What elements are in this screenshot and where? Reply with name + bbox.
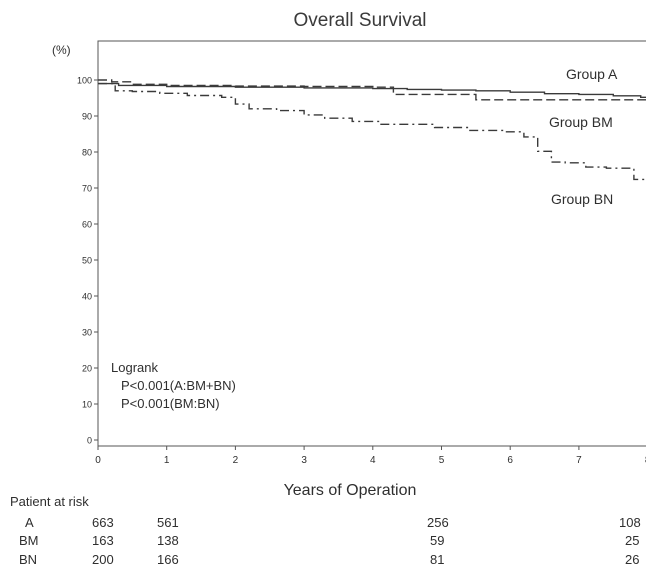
risk-cell: 108 xyxy=(619,515,641,530)
x-tick-label: 3 xyxy=(301,455,307,466)
y-tick-label: 20 xyxy=(82,364,92,374)
risk-cell: 166 xyxy=(157,552,179,567)
x-tick-label: 2 xyxy=(233,455,239,466)
risk-cell: 200 xyxy=(92,552,114,567)
risk-cell: 663 xyxy=(92,515,114,530)
risk-cell: 59 xyxy=(430,533,445,548)
x-tick-label: 7 xyxy=(576,455,582,466)
x-tick-label: 1 xyxy=(164,455,170,466)
series-lines xyxy=(98,79,646,181)
logrank-p-a-vs-bmbn: P<0.001(A:BM+BN) xyxy=(121,378,236,393)
legend-label-group-bn: Group BN xyxy=(551,191,613,207)
y-tick-label: 80 xyxy=(82,148,92,158)
x-tick-label: 4 xyxy=(370,455,376,466)
risk-table-header: Patient at risk xyxy=(10,494,89,509)
survival-curve-group-bn xyxy=(98,82,646,181)
x-tick-label: 6 xyxy=(507,455,513,466)
x-tick-label: 5 xyxy=(439,455,445,466)
x-tick-label: 8 xyxy=(645,455,646,466)
risk-cell: 138 xyxy=(157,533,179,548)
risk-cell: 256 xyxy=(427,515,449,530)
risk-cell: 163 xyxy=(92,533,114,548)
axes: 0 10 20 30 40 50 60 70 80 90 100 0 1 2 3 4 5 6 7 8 xyxy=(77,76,646,467)
risk-cell: 81 xyxy=(430,552,445,567)
y-tick-label: 10 xyxy=(82,400,92,410)
x-tick-label: 0 xyxy=(95,455,101,466)
risk-row-bn: BN 200 166 81 26 xyxy=(0,552,646,569)
y-tick-label: 70 xyxy=(82,184,92,194)
y-tick-label: 0 xyxy=(87,436,92,446)
chart-title: Overall Survival xyxy=(293,10,426,31)
risk-group-label: BM xyxy=(19,533,39,548)
legend-label-group-a: Group A xyxy=(566,66,618,82)
risk-group-label: BN xyxy=(19,552,38,567)
y-axis-label: (%) xyxy=(52,43,71,57)
risk-cell: 561 xyxy=(157,515,179,530)
risk-group-label: A xyxy=(25,515,34,530)
y-tick-label: 40 xyxy=(82,292,92,302)
risk-cell: 25 xyxy=(625,533,640,548)
y-tick-label: 60 xyxy=(82,220,92,230)
survival-curve-group-a xyxy=(98,82,646,98)
y-tick-label: 100 xyxy=(77,76,92,86)
legend-label-group-bm: Group BM xyxy=(549,114,613,130)
risk-row-bm: BM 163 138 59 25 xyxy=(0,533,646,550)
logrank-p-bm-vs-bn: P<0.001(BM:BN) xyxy=(121,396,220,411)
logrank-title: Logrank xyxy=(111,360,158,375)
y-tick-label: 90 xyxy=(82,112,92,122)
risk-cell: 26 xyxy=(625,552,640,567)
x-axis-label: Years of Operation xyxy=(284,482,417,499)
risk-row-a: A 663 561 256 108 xyxy=(0,515,646,532)
y-tick-label: 30 xyxy=(82,328,92,338)
survival-curve-group-bm xyxy=(98,79,646,101)
y-tick-label: 50 xyxy=(82,256,92,266)
